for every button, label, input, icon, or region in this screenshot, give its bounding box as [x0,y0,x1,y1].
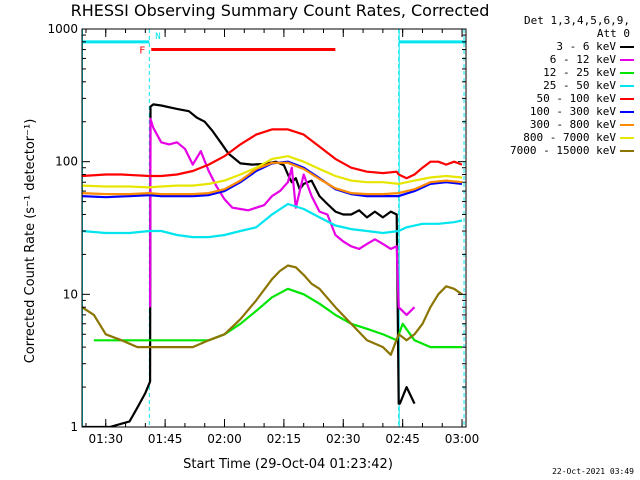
x-tick-label: 02:45 [385,432,420,446]
x-tick-label: 02:30 [326,432,361,446]
y-tick-label: 1 [70,420,78,434]
legend-item: 3 - 6 keV [482,40,634,53]
legend-item-label: 800 - 7000 keV [523,131,616,144]
y-axis-label: Corrected Count Rate (s⁻¹ detector⁻¹) [23,119,38,364]
series-line [82,161,463,196]
legend-item-label: 50 - 100 keV [536,92,616,105]
x-tick-label: 01:45 [148,432,183,446]
legend-swatch [620,58,634,61]
night-flag-label: N [155,32,160,42]
series-line [93,287,462,349]
legend-item-label: 300 - 800 keV [529,118,616,131]
x-tick-label: 02:15 [267,432,302,446]
legend-item-label: 6 - 12 keV [549,53,616,66]
plot-frame [81,28,467,428]
legend-item: 12 - 25 keV [482,66,634,79]
y-tick-label: 10 [63,287,78,301]
legend-item-label: 12 - 25 keV [543,66,616,79]
y-tick-label: 100 [55,155,78,169]
x-axis-label: Start Time (29-Oct-04 01:23:42) [183,457,393,472]
timestamp: 22-Oct-2021 03:49 [552,467,634,476]
legend-item-label: 7000 - 15000 keV [510,144,616,157]
legend-item: 300 - 800 keV [482,118,634,131]
series-line [82,264,463,356]
legend: Det 1,3,4,5,6,9, Att 0 3 - 6 keV 6 - 12 k… [482,14,634,157]
chart-title: RHESSI Observing Summary Count Rates, Co… [70,1,490,20]
legend-swatch [620,84,634,87]
legend-swatch [620,71,634,74]
series-line [82,202,463,239]
legend-swatch [620,136,634,139]
series-line [149,117,416,316]
legend-item: 25 - 50 keV [482,79,634,92]
legend-swatch [620,97,634,100]
legend-item-label: 3 - 6 keV [556,40,616,53]
legend-swatch [620,123,634,126]
legend-item: 6 - 12 keV [482,53,634,66]
legend-item-label: 25 - 50 keV [543,79,616,92]
legend-item: 800 - 7000 keV [482,131,634,144]
series-line [82,128,463,180]
series-line [82,155,463,189]
legend-swatch [620,110,634,113]
legend-header-line: Att 0 [596,27,630,40]
legend-swatch [620,149,634,152]
series-line [82,103,416,427]
legend-swatch [620,45,634,48]
x-tick-label: 02:00 [207,432,242,446]
y-tick-label: 1000 [47,22,78,36]
x-tick-label: 01:30 [88,432,123,446]
legend-header-line: Det 1,3,4,5,6,9, [524,14,630,27]
x-tick-label: 03:00 [445,432,480,446]
legend-item: 7000 - 15000 keV [482,144,634,157]
legend-item-label: 100 - 300 keV [529,105,616,118]
legend-item: 50 - 100 keV [482,92,634,105]
legend-item: 100 - 300 keV [482,105,634,118]
flare-flag-label: F [139,46,145,57]
